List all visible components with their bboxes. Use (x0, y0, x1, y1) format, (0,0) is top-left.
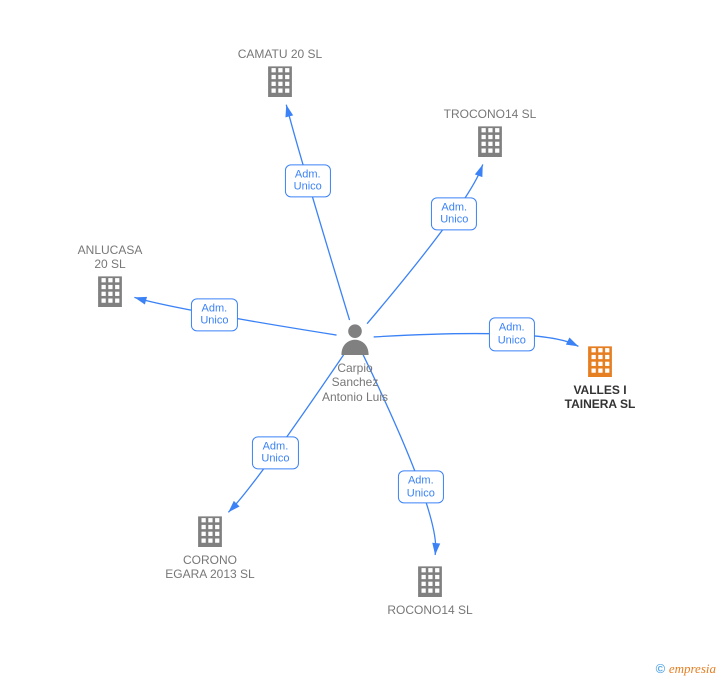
company-node (98, 276, 122, 307)
node-label: VALLES I TAINERA SL (530, 383, 670, 412)
edge (374, 334, 579, 347)
edge-arrow (134, 297, 147, 305)
copyright-symbol: © (656, 661, 666, 676)
node-label-wrap: Carpio Sanchez Antonio Luis (285, 357, 425, 404)
edge-label: Adm. Unico (285, 164, 331, 197)
diagram-canvas (0, 0, 728, 685)
node-label-wrap: ANLUCASA 20 SL (40, 239, 180, 272)
building-icon (418, 566, 442, 597)
node-label-wrap: VALLES I TAINERA SL (530, 379, 670, 412)
building-icon (268, 66, 292, 97)
building-icon (198, 516, 222, 547)
watermark: © empresia (656, 661, 716, 677)
node-label: CORONO EGARA 2013 SL (140, 553, 280, 582)
person-icon (341, 324, 368, 355)
person-node (341, 324, 368, 355)
edge-arrow (432, 543, 440, 555)
node-label: ANLUCASA 20 SL (40, 243, 180, 272)
node-label-wrap: TROCONO14 SL (420, 103, 560, 121)
edge-label: Adm. Unico (398, 470, 444, 503)
building-icon (478, 126, 502, 157)
company-node (588, 346, 612, 377)
edge (367, 164, 483, 323)
building-icon (588, 346, 612, 377)
node-label: Carpio Sanchez Antonio Luis (285, 361, 425, 404)
edge-label: Adm. Unico (431, 197, 477, 230)
edge-label: Adm. Unico (489, 318, 535, 351)
company-node (418, 566, 442, 597)
node-label: CAMATU 20 SL (210, 47, 350, 61)
building-icon (98, 276, 122, 307)
edge-label: Adm. Unico (191, 298, 237, 331)
watermark-brand: empresia (669, 661, 716, 676)
node-label: TROCONO14 SL (420, 107, 560, 121)
node-label-wrap: ROCONO14 SL (360, 599, 500, 617)
edge-arrow (285, 105, 293, 118)
edge (286, 105, 349, 320)
company-node (478, 126, 502, 157)
company-node (198, 516, 222, 547)
edge-arrow (566, 337, 579, 346)
company-node (268, 66, 292, 97)
edge-arrow (475, 164, 483, 177)
edge-label: Adm. Unico (252, 436, 298, 469)
node-label-wrap: CORONO EGARA 2013 SL (140, 549, 280, 582)
node-label-wrap: CAMATU 20 SL (210, 43, 350, 61)
node-label: ROCONO14 SL (360, 603, 500, 617)
